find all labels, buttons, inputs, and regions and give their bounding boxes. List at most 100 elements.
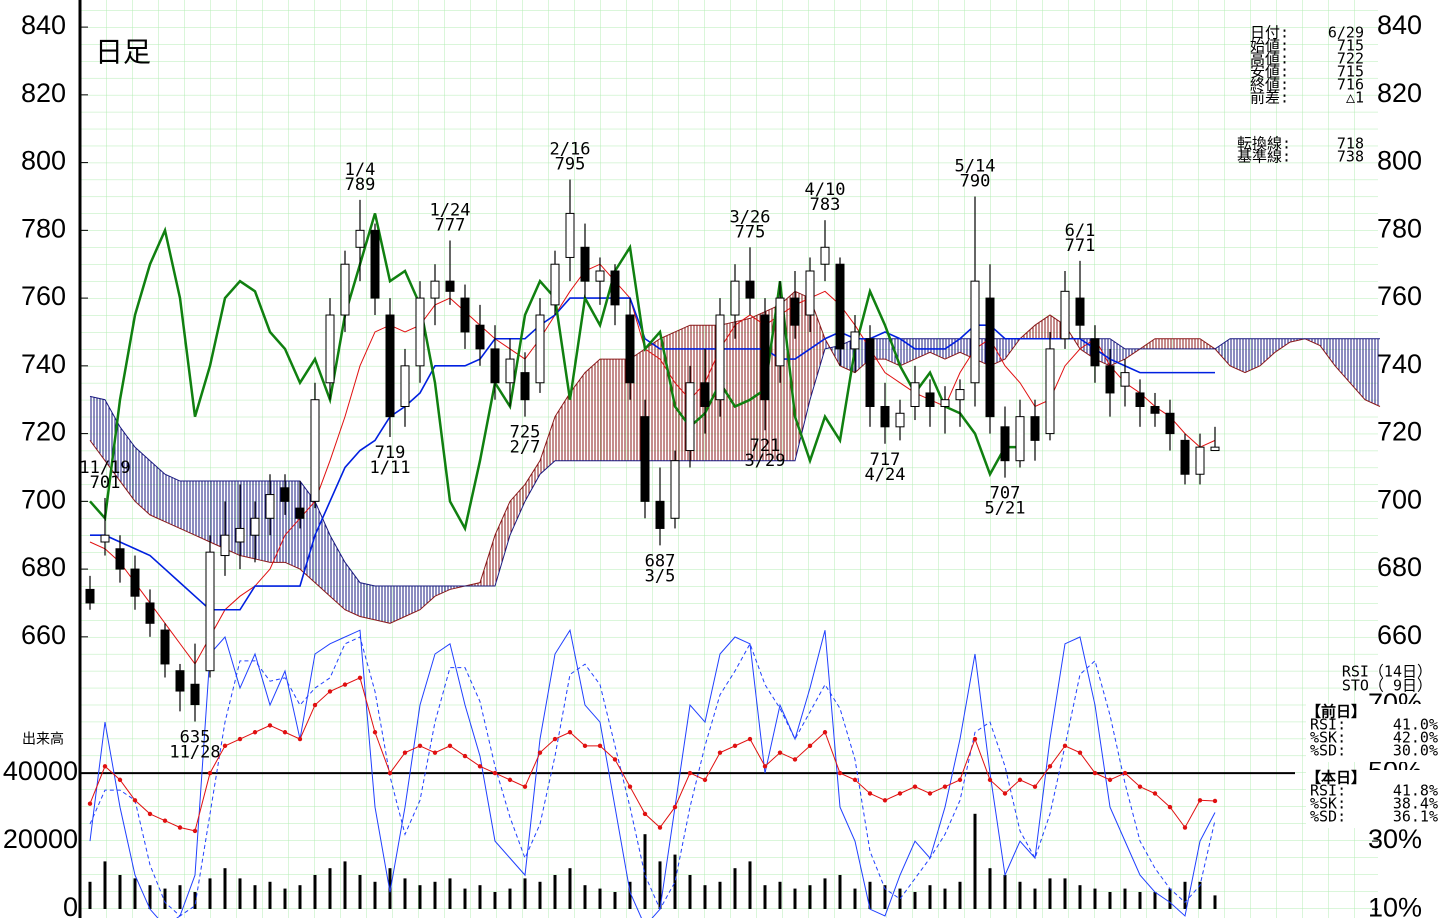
volume-bar xyxy=(1033,888,1037,909)
candle-body xyxy=(1090,338,1100,367)
rsi-dot xyxy=(297,736,303,742)
y-tick-label-right: 840 xyxy=(1377,10,1422,40)
candle-body xyxy=(295,507,305,519)
osc-tick-label: 10% xyxy=(1368,892,1422,918)
volume-bar xyxy=(1168,888,1172,909)
candle-body xyxy=(895,412,905,428)
y-tick-label-right: 780 xyxy=(1377,213,1422,243)
rsi-dot xyxy=(822,730,828,735)
rsi-line xyxy=(89,677,1216,832)
candle-body xyxy=(340,263,350,316)
rsi-dot xyxy=(1107,777,1113,783)
rsi-dot xyxy=(1182,825,1188,830)
rsi-dot xyxy=(417,743,423,749)
rsi-dot xyxy=(597,743,603,749)
candle-body xyxy=(670,460,680,519)
annotation-value: 707 xyxy=(990,484,1021,504)
rsi-dot xyxy=(912,784,918,789)
volume-label: 出来高 xyxy=(22,731,64,747)
y-tick-label: 680 xyxy=(21,552,66,582)
cloud-segment xyxy=(360,582,375,620)
volume-bar xyxy=(148,885,152,909)
rsi-dot xyxy=(552,736,558,742)
volume-bar xyxy=(883,885,887,909)
annotation-value: 717 xyxy=(870,450,901,470)
cloud-segment xyxy=(570,372,585,461)
volume-bar xyxy=(523,878,527,909)
info-label: 始値: xyxy=(1250,37,1289,55)
cloud-segment xyxy=(420,586,435,610)
annotation-value: 635 xyxy=(180,728,211,748)
cloud-segment xyxy=(1110,338,1125,366)
candle-body xyxy=(145,602,155,624)
candle-body xyxy=(520,372,530,401)
volume-bar xyxy=(628,881,632,909)
y-tick-label-right: 720 xyxy=(1377,417,1422,447)
cloud-segment xyxy=(135,447,150,515)
annotation-value: 701 xyxy=(90,473,121,493)
rsi-dot xyxy=(342,682,348,687)
rsi-dot xyxy=(1137,784,1143,789)
volume-bar xyxy=(718,881,722,909)
annotation-value: 687 xyxy=(645,551,676,571)
annotation-date: 5/14 xyxy=(955,156,996,176)
rsi-dot xyxy=(1152,791,1158,796)
candle-body xyxy=(325,314,335,384)
cloud-segment xyxy=(525,460,540,502)
annotation-date: 3/5 xyxy=(645,566,676,586)
volume-bar xyxy=(583,885,587,909)
cloud-segment xyxy=(330,535,345,610)
volume-tick-label: 20000 xyxy=(3,824,78,854)
candle-body xyxy=(430,280,440,299)
candle-body xyxy=(535,314,545,384)
annotation-date: 11/28 xyxy=(169,743,220,763)
volume-bar xyxy=(388,868,392,909)
osc-label: %SD: xyxy=(1310,808,1346,826)
rsi-dot xyxy=(777,750,783,755)
candle-body xyxy=(1135,392,1145,407)
cloud-segment xyxy=(495,501,510,587)
volume-bar xyxy=(133,878,137,909)
volume-bar xyxy=(1213,895,1217,909)
rsi-dot xyxy=(852,777,858,783)
volume-bar xyxy=(898,888,902,909)
rsi-dot xyxy=(612,757,618,762)
candle-body xyxy=(85,588,95,604)
info-label: 日付: xyxy=(1250,24,1289,42)
candle-body xyxy=(475,324,485,350)
rsi-dot xyxy=(1167,804,1173,810)
volume-bar xyxy=(973,813,977,909)
osc-value: 36.1% xyxy=(1393,808,1438,826)
rsi-dot xyxy=(1077,750,1083,755)
volume-bar xyxy=(118,874,122,909)
info-value: △1 xyxy=(1346,89,1364,107)
cloud-segment xyxy=(1230,338,1245,373)
cloud-segment xyxy=(825,338,840,366)
cloud-segment xyxy=(1275,338,1290,353)
rsi-dot xyxy=(987,777,993,783)
volume-bar xyxy=(1153,891,1157,909)
indicator-line xyxy=(90,297,1215,611)
volume-bar xyxy=(1198,881,1202,909)
volume-bar xyxy=(433,881,437,909)
volume-bar xyxy=(508,888,512,909)
y-tick-label: 800 xyxy=(21,146,66,176)
cloud-segment xyxy=(180,481,195,536)
volume-bar xyxy=(448,878,452,909)
volume-bar xyxy=(178,885,182,909)
info-value: 716 xyxy=(1337,76,1364,94)
volume-bar xyxy=(253,885,257,909)
osc-block-title: 【前日】 xyxy=(1306,703,1366,721)
y-tick-label-right: 660 xyxy=(1377,620,1422,650)
candle-body xyxy=(1150,405,1160,414)
candle-body xyxy=(310,399,320,502)
rsi-dot xyxy=(702,777,708,783)
info-value: 715 xyxy=(1337,63,1364,81)
candle-body xyxy=(565,212,575,258)
annotation-date: 3/26 xyxy=(730,207,771,227)
rsi-dot xyxy=(432,750,438,755)
candle-body xyxy=(625,314,635,384)
plot xyxy=(80,26,1381,918)
osc-label: RSI: xyxy=(1310,716,1346,734)
rsi-dot xyxy=(1122,770,1128,776)
